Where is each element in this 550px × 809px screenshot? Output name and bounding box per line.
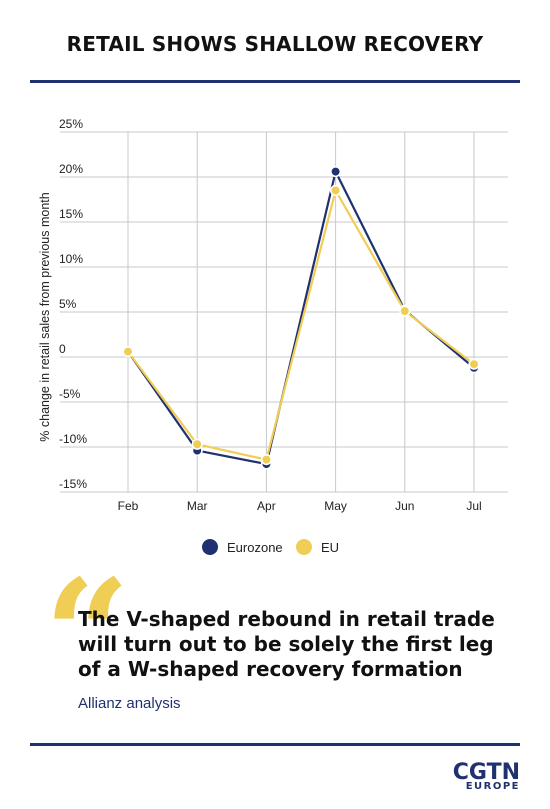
quote-text: The V-shaped rebound in retail trade wil… [78, 607, 495, 681]
legend-item-eurozone: Eurozone [202, 536, 283, 558]
y-tick-label: 0 [59, 342, 66, 356]
legend-label: EU [321, 539, 340, 555]
x-tick-label: Jun [395, 499, 414, 513]
data-point-eu [330, 184, 342, 197]
x-tick-label: Feb [118, 499, 139, 513]
y-axis-title: % change in retail sales from previous m… [38, 192, 52, 441]
x-tick-label: May [324, 499, 347, 513]
top-divider [30, 80, 520, 83]
quote-mark-icon: “ [44, 547, 131, 723]
chart-legend: Eurozone EU [0, 536, 550, 558]
quote-source: Allianz analysis [78, 695, 181, 712]
y-tick-label: 20% [59, 162, 83, 176]
series-line-eu [127, 189, 475, 461]
x-tick-label: Apr [257, 499, 276, 513]
y-tick-label: 15% [59, 207, 83, 221]
cgtn-logo-subtitle: EUROPE [465, 781, 520, 792]
legend-swatch [296, 539, 312, 555]
data-point-eu [191, 438, 203, 450]
cgtn-logo: CGTN [452, 760, 520, 785]
y-tick-label: 25% [59, 117, 83, 131]
y-tick-label: 10% [59, 252, 83, 266]
x-tick-label: Jul [466, 499, 481, 513]
y-tick-label: 5% [59, 297, 77, 311]
y-tick-label: -5% [59, 387, 81, 401]
data-point-eu [468, 358, 480, 370]
x-tick-label: Mar [187, 499, 208, 513]
legend-item-eu: EU [296, 536, 339, 558]
data-point-eu [399, 305, 411, 317]
data-point-eu [260, 454, 273, 466]
legend-label: Eurozone [227, 539, 283, 555]
y-tick-label: -10% [59, 432, 87, 446]
line-chart: 25% 20% 15% 10% 5% 0 -5% -10% -15% Feb Mar Apr May Ju… [38, 117, 508, 513]
y-tick-label: -15% [59, 477, 87, 491]
bottom-divider [30, 743, 520, 746]
legend-swatch [202, 539, 218, 555]
data-point-eurozone [330, 165, 342, 178]
chart-title: RETAIL SHOWS SHALLOW RECOVERY [66, 32, 484, 56]
data-point-eu [122, 346, 134, 358]
